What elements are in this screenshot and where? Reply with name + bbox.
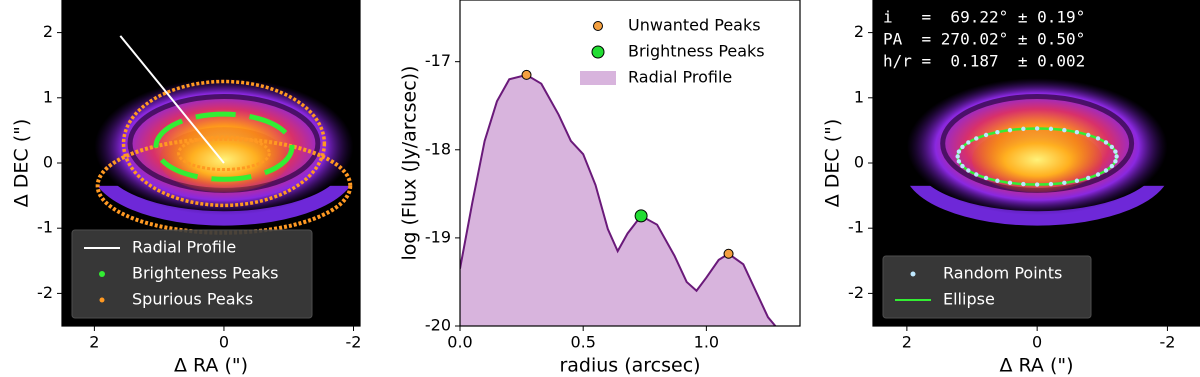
random-point [966,168,971,173]
random-point [1074,130,1080,135]
random-point [1048,126,1054,132]
spurious-ring-inner [177,135,271,172]
random-point [1095,172,1101,177]
random-point [1048,181,1054,187]
legend-label: Radial Profile [132,238,236,257]
random-point [956,149,962,154]
random-point [1074,178,1080,183]
legend-label: Brightness Peaks [628,42,765,61]
y-tick-label: 0 [43,153,53,172]
random-point [1103,140,1109,145]
radial-profile-line [119,35,225,164]
random-point [1114,154,1119,159]
fit-annotation: i = 69.22° ± 0.19° [883,8,1085,27]
legend-label: Ellipse [943,290,995,309]
random-point [1007,127,1013,133]
legend-dot [591,45,605,59]
y-tick-label: -1 [848,218,864,237]
x-tick-label: 0.0 [447,333,472,352]
random-point [1034,182,1040,187]
x-tick-label: 2 [902,333,912,352]
legend-dot [910,271,916,277]
random-point [1109,163,1115,169]
x-axis-label: radius (arcsec) [559,355,700,377]
random-point [1034,126,1040,131]
random-point [1007,180,1013,186]
spurious-ring-high [121,79,327,208]
legend-label: Spurious Peaks [132,290,253,309]
disk-core [972,127,1103,193]
x-tick-label: 0.5 [570,333,595,352]
random-point [1062,180,1067,186]
y-axis-label: Δ DEC (") [11,119,33,208]
random-point [983,175,989,181]
random-point [1021,181,1026,187]
y-tick-label: -18 [425,139,451,158]
x-tick-label: 2 [89,333,99,352]
y-tick-label: -20 [425,316,451,335]
random-point [1062,127,1067,133]
x-tick-label: 1.0 [694,333,719,352]
bright-ring [153,111,295,182]
random-point [974,136,979,141]
fit-annotation: h/r = 0.187 ± 0.002 [883,52,1085,71]
profile-area [460,74,776,326]
y-axis-label: Δ DEC (") [822,119,844,208]
fit-annotation: PA = 270.02° ± 0.50° [883,30,1085,49]
plot-area [62,0,360,326]
y-tick-label: -17 [425,51,451,70]
x-tick-label: -2 [1159,333,1175,352]
plot-area [460,73,777,326]
y-tick-label: 1 [43,87,53,106]
legend-box [882,255,1092,319]
random-point [1113,159,1118,164]
random-point [1095,136,1101,141]
legend-dot [99,271,105,277]
legend-label: Unwanted Peaks [628,16,761,35]
legend-patch [580,71,616,85]
random-point [974,172,979,177]
random-point [1086,132,1091,138]
y-tick-label: 2 [43,22,53,41]
x-axis-label: Δ RA (") [999,355,1073,377]
y-tick-label: -1 [37,218,53,237]
peak-point [723,248,734,259]
random-point [1113,149,1118,154]
x-tick-label: 0 [1032,333,1042,352]
legend-box [71,229,313,319]
peak-point [521,69,532,80]
legend-label: Brighteness Peaks [132,264,278,283]
y-tick-label: 1 [854,87,864,106]
random-point [1109,144,1115,150]
spurious-ring-low [95,136,353,235]
peak-point [634,209,648,223]
y-tick-label: -2 [848,283,864,302]
y-tick-label: -19 [425,227,451,246]
legend-dot [99,297,105,303]
y-tick-label: 0 [854,153,864,172]
random-point [960,163,965,169]
random-point [995,130,1000,135]
y-tick-label: 2 [854,22,864,41]
random-point [983,132,989,138]
random-point [1021,126,1026,132]
random-point [995,178,1000,183]
legend-label: Random Points [943,264,1062,283]
x-tick-label: -2 [346,333,362,352]
random-point [1086,175,1091,181]
legend-dot [593,21,603,31]
x-axis-label: Δ RA (") [174,355,248,377]
random-point [1103,168,1109,173]
random-point [960,144,965,150]
random-point [956,159,962,164]
legend-label: Radial Profile [628,68,732,87]
random-point [955,154,960,159]
axes-frame [459,0,801,327]
x-tick-label: 0 [219,333,229,352]
y-tick-label: -2 [37,283,53,302]
random-point [966,140,971,145]
disk-core [159,127,289,193]
y-axis-label: log (Flux (Jy/arcsec)) [399,66,421,261]
